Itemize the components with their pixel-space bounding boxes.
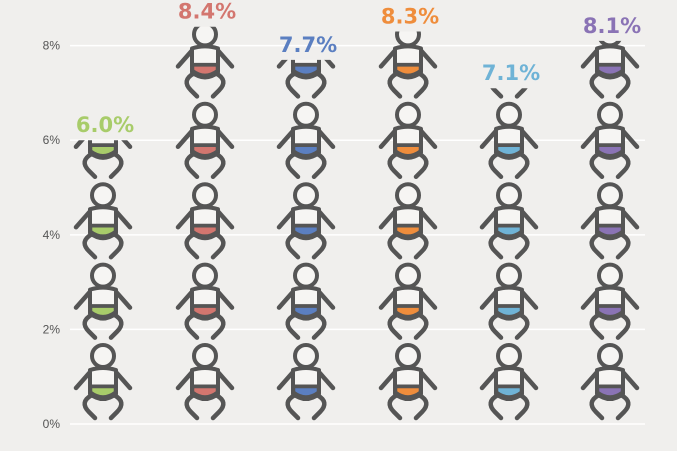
baby-icon	[381, 265, 435, 338]
data-label: 7.7%	[279, 33, 337, 57]
baby-icon	[76, 345, 130, 418]
baby-icon	[482, 184, 536, 257]
baby-icon	[279, 345, 333, 418]
data-label: 8.4%	[178, 0, 236, 24]
diaper	[596, 385, 624, 398]
baby-icon	[381, 184, 435, 257]
diaper	[191, 305, 219, 318]
baby-icon	[583, 104, 637, 177]
y-tick-label: 0%	[43, 417, 61, 431]
diaper	[191, 385, 219, 398]
baby-icon	[178, 184, 232, 257]
diaper	[596, 64, 624, 77]
diaper	[495, 305, 523, 318]
baby-icon	[482, 23, 536, 96]
baby-icon	[279, 184, 333, 257]
diaper	[292, 385, 320, 398]
diaper	[89, 305, 117, 318]
diaper	[495, 144, 523, 157]
baby-icon	[76, 184, 130, 257]
baby-icon	[279, 265, 333, 338]
diaper	[191, 64, 219, 77]
diaper	[394, 305, 422, 318]
baby-icon	[381, 23, 435, 96]
diaper	[394, 144, 422, 157]
baby-icon	[279, 104, 333, 177]
diaper	[292, 144, 320, 157]
bar-column	[482, 0, 536, 418]
data-label: 8.1%	[583, 14, 641, 38]
diaper	[292, 64, 320, 77]
baby-icon	[178, 345, 232, 418]
bar-column	[381, 0, 435, 418]
baby-icon	[178, 265, 232, 338]
diaper	[89, 385, 117, 398]
diaper	[394, 224, 422, 237]
y-tick-label: 4%	[43, 228, 61, 242]
bar-column	[583, 0, 637, 418]
bar-column	[279, 0, 333, 418]
data-label: 6.0%	[76, 113, 134, 137]
baby-icon	[583, 265, 637, 338]
baby-icon	[178, 104, 232, 177]
diaper	[495, 224, 523, 237]
diaper	[394, 64, 422, 77]
baby-icon	[279, 0, 333, 16]
bars	[76, 0, 637, 418]
diaper	[292, 305, 320, 318]
baby-icon	[76, 265, 130, 338]
bar-column	[76, 23, 130, 418]
baby-icon	[482, 0, 536, 16]
diaper	[596, 224, 624, 237]
diaper	[191, 144, 219, 157]
baby-icon	[381, 345, 435, 418]
baby-icon	[178, 23, 232, 96]
data-label: 8.3%	[381, 4, 439, 28]
diaper	[495, 385, 523, 398]
diaper	[596, 305, 624, 318]
y-tick-label: 2%	[43, 322, 61, 336]
data-label: 7.1%	[482, 61, 540, 85]
diaper	[89, 144, 117, 157]
baby-icon	[482, 104, 536, 177]
diaper	[394, 385, 422, 398]
bar-column	[178, 0, 232, 418]
y-tick-label: 6%	[43, 133, 61, 147]
baby-icon	[381, 104, 435, 177]
diaper	[89, 224, 117, 237]
baby-icon	[482, 345, 536, 418]
grid-lines	[70, 44, 645, 425]
diaper	[191, 224, 219, 237]
y-axis-ticks: 0% 2% 4% 6% 8%	[43, 39, 61, 431]
diaper	[91, 65, 115, 75]
baby-icon	[583, 184, 637, 257]
diaper	[596, 144, 624, 157]
baby-icon	[583, 345, 637, 418]
diaper	[292, 224, 320, 237]
baby-icon	[76, 23, 130, 96]
baby-icon	[482, 265, 536, 338]
data-labels: 6.0% 8.4% 7.7% 8.3% 7.1% 8.1%	[76, 0, 641, 137]
y-tick-label: 8%	[43, 39, 61, 53]
